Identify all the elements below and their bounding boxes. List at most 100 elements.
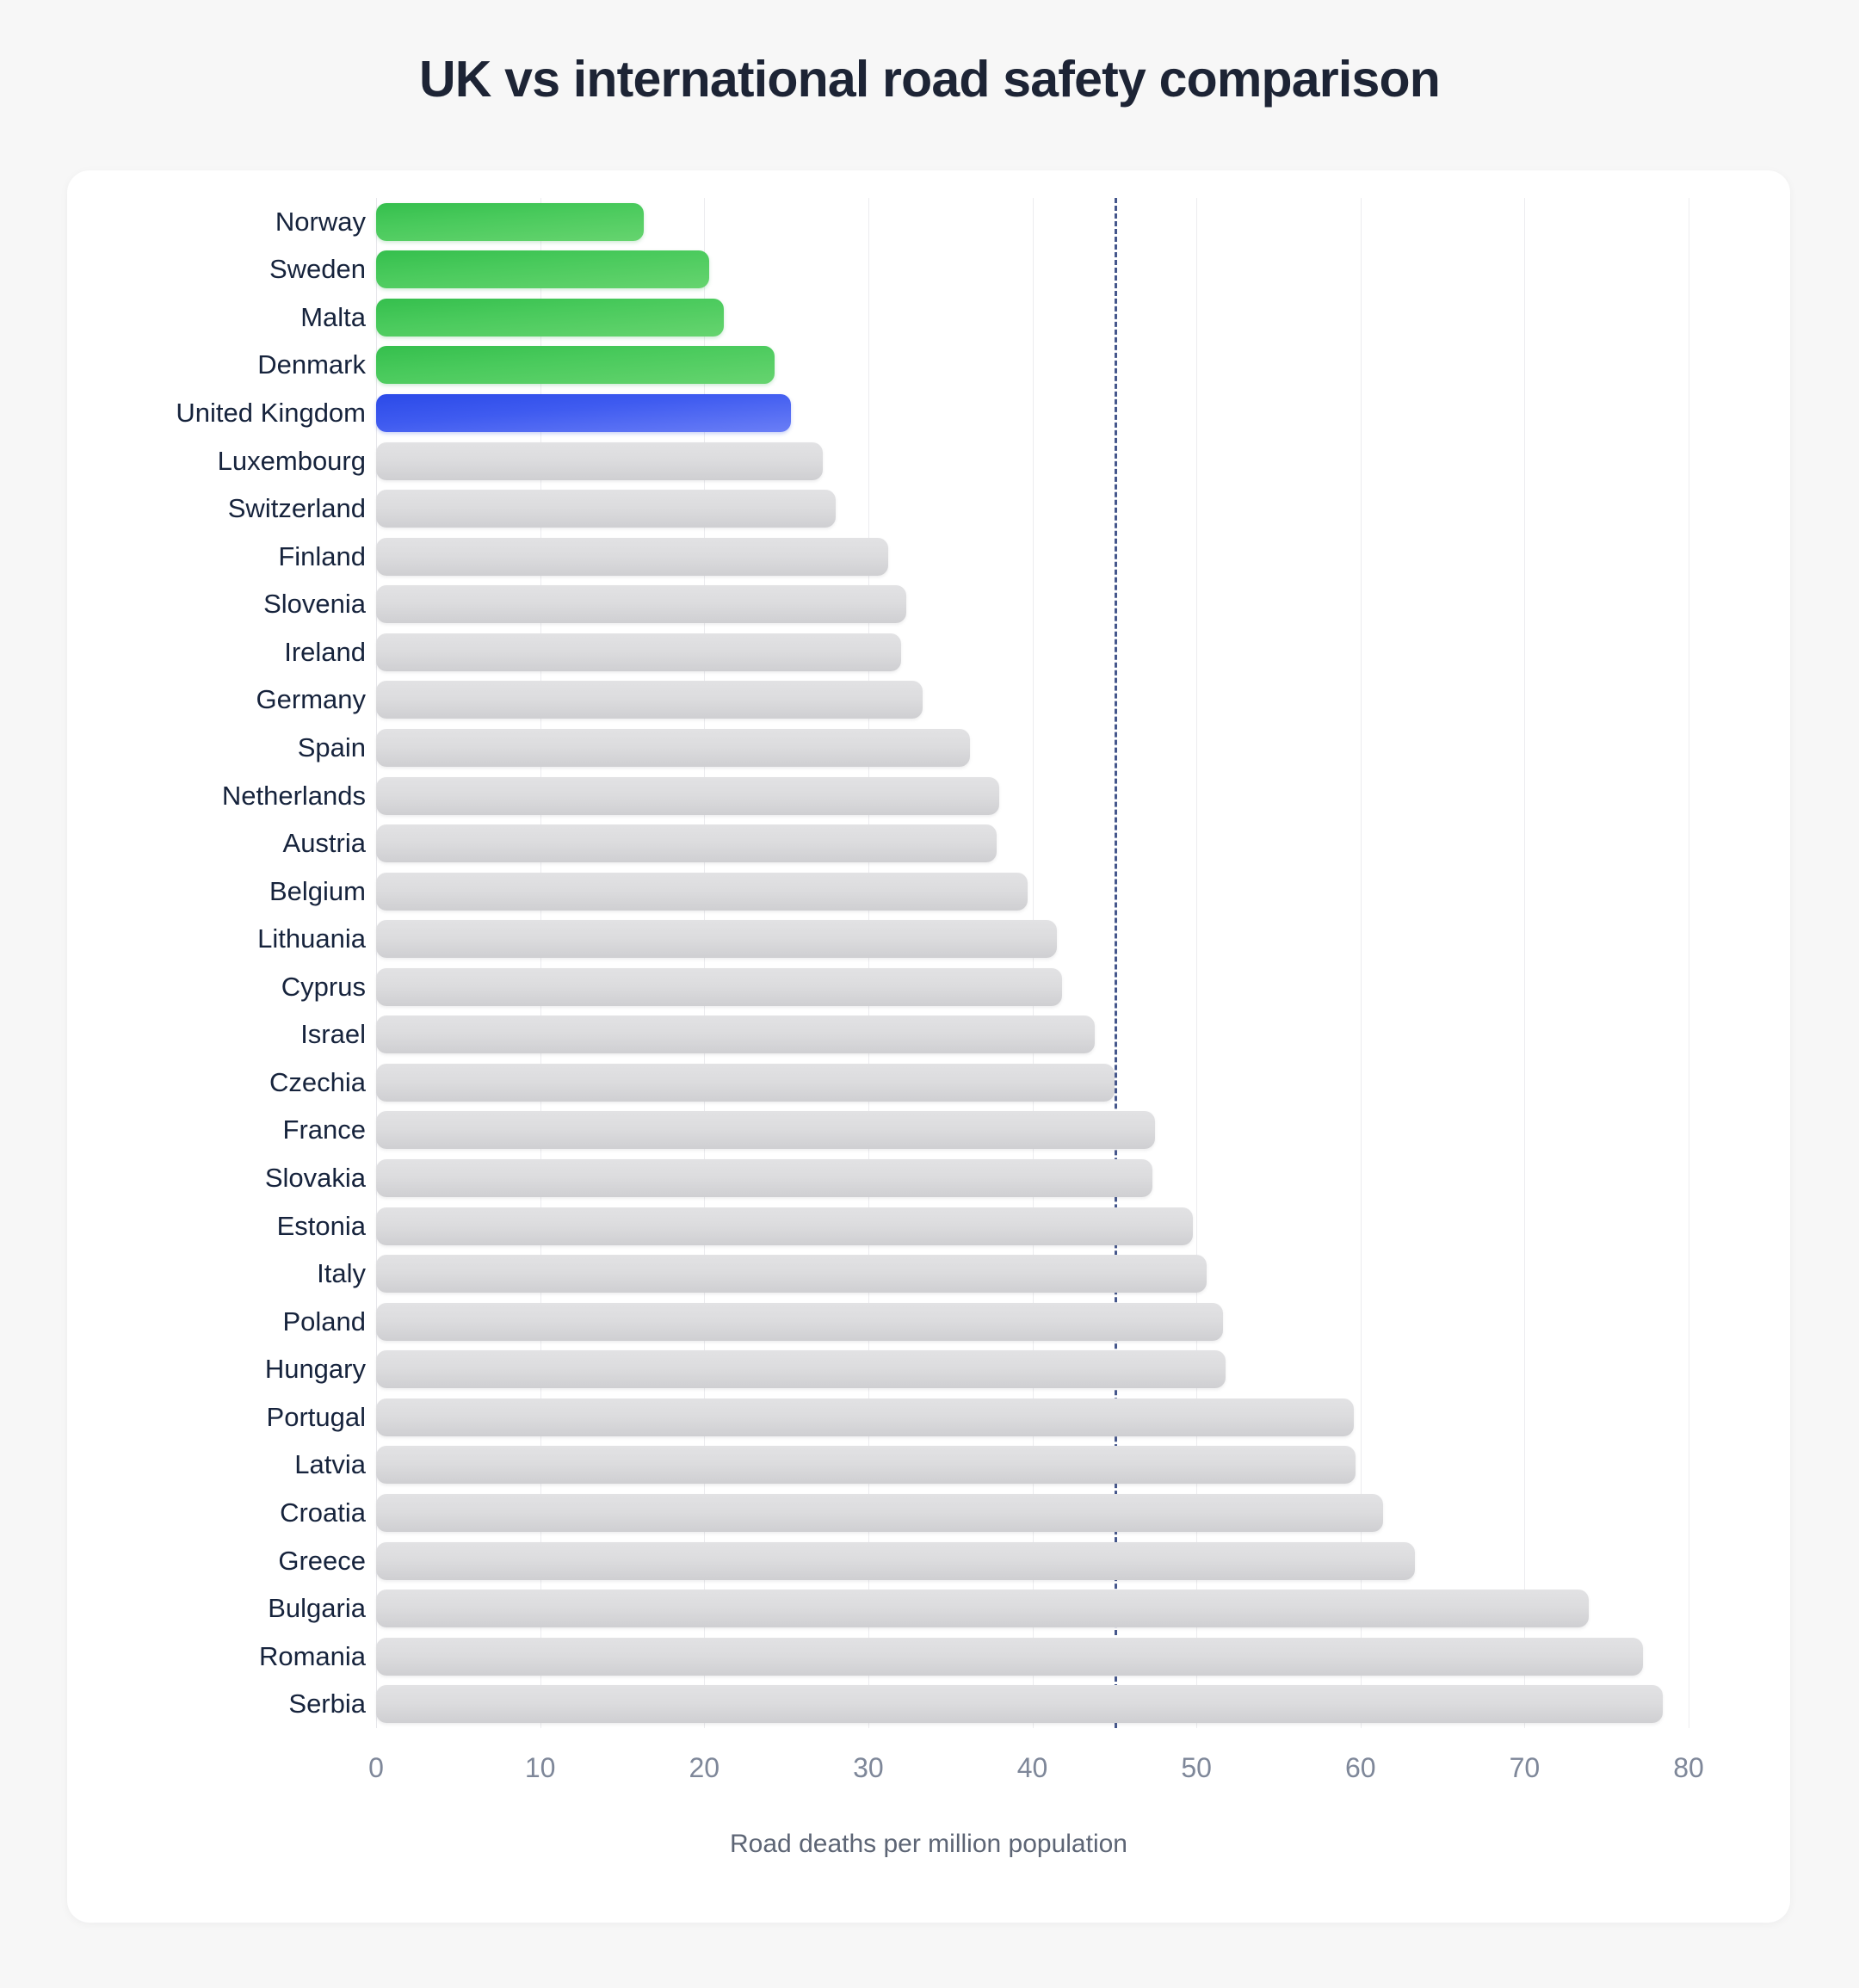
x-tick-label-0: 0: [368, 1752, 384, 1783]
bar-israel[interactable]: [376, 1016, 1095, 1054]
page-title: UK vs international road safety comparis…: [418, 51, 1441, 108]
gridline-60: [1360, 198, 1362, 1728]
bar-row: Greece: [278, 1541, 1689, 1580]
x-tick-label-30: 30: [853, 1752, 884, 1783]
bar-row: Finland: [278, 537, 1689, 576]
gridline-0: [376, 198, 377, 1728]
bar-slovakia[interactable]: [376, 1159, 1152, 1198]
bar-row: Italy: [317, 1255, 1689, 1293]
bar-france[interactable]: [376, 1111, 1156, 1150]
bar-norway[interactable]: [376, 202, 644, 241]
bar-rows: Norway Sweden Malta Denmark United Kingdom Lu…: [176, 198, 1689, 1728]
bar-row: Czechia: [269, 1063, 1689, 1102]
bar-row: United Kingdom: [176, 394, 1689, 433]
gridline-20: [704, 198, 706, 1728]
bar-switzerland[interactable]: [376, 490, 836, 528]
y-axis-label-austria: Austria: [282, 828, 366, 859]
x-tick-label-60: 60: [1344, 1752, 1376, 1783]
y-axis-label-croatia: Croatia: [280, 1497, 366, 1528]
reference-line: [1114, 198, 1117, 1728]
y-axis-label-luxembourg: Luxembourg: [217, 445, 366, 476]
bar-netherlands[interactable]: [376, 776, 1000, 815]
bar-denmark[interactable]: [376, 346, 775, 385]
bar-row: Slovakia: [265, 1159, 1689, 1198]
bar-row: Netherlands: [222, 776, 1689, 815]
y-axis-label-united-kingdom: United Kingdom: [176, 398, 366, 429]
bar-serbia[interactable]: [376, 1685, 1663, 1724]
bar-bulgaria[interactable]: [376, 1590, 1589, 1628]
bar-austria[interactable]: [376, 824, 997, 863]
y-axis-label-france: France: [282, 1114, 366, 1145]
x-tick-label-20: 20: [689, 1752, 720, 1783]
bar-row: Ireland: [284, 633, 1689, 671]
y-axis-label-sweden: Sweden: [269, 254, 366, 285]
gridline-50: [1196, 198, 1198, 1728]
y-axis-label-latvia: Latvia: [294, 1449, 366, 1480]
bar-romania[interactable]: [376, 1637, 1643, 1676]
bar-row: Estonia: [277, 1207, 1689, 1245]
gridline-70: [1524, 198, 1526, 1728]
bar-row: Germany: [256, 681, 1689, 719]
y-axis-label-lithuania: Lithuania: [257, 923, 366, 954]
y-axis-label-israel: Israel: [300, 1019, 366, 1050]
bar-portugal[interactable]: [376, 1398, 1355, 1436]
bar-row: Malta: [300, 298, 1689, 336]
bar-sweden[interactable]: [376, 250, 709, 289]
bar-row: Belgium: [269, 872, 1689, 911]
bar-italy[interactable]: [376, 1255, 1207, 1293]
bar-slovenia[interactable]: [376, 585, 906, 624]
bar-poland[interactable]: [376, 1302, 1223, 1341]
y-axis-label-romania: Romania: [258, 1640, 366, 1671]
gridline-40: [1032, 198, 1034, 1728]
bar-malta[interactable]: [376, 298, 725, 336]
bar-row: Bulgaria: [268, 1590, 1689, 1628]
bar-united-kingdom[interactable]: [376, 394, 792, 433]
bar-row: Hungary: [265, 1350, 1689, 1389]
bar-row: Latvia: [294, 1446, 1689, 1485]
bar-row: Switzerland: [228, 490, 1689, 528]
bar-row: Israel: [300, 1016, 1689, 1054]
x-tick-label-10: 10: [524, 1752, 556, 1783]
bar-estonia[interactable]: [376, 1207, 1194, 1245]
x-tick-label-70: 70: [1509, 1752, 1541, 1783]
bar-row: Austria: [283, 824, 1689, 863]
x-axis-ticks: 0 10 20 30 40 50 60 70 80: [368, 1752, 1704, 1804]
bar-lithuania[interactable]: [376, 920, 1058, 959]
bar-row: Lithuania: [257, 920, 1689, 959]
y-axis-label-cyprus: Cyprus: [281, 971, 366, 1002]
x-axis-title: Road deaths per million population: [730, 1830, 1127, 1858]
bar-ireland[interactable]: [376, 633, 901, 671]
y-axis-label-finland: Finland: [278, 540, 366, 571]
y-axis-label-hungary: Hungary: [264, 1354, 366, 1385]
bar-germany[interactable]: [376, 681, 923, 719]
bar-cyprus[interactable]: [376, 967, 1062, 1006]
bar-czechia[interactable]: [376, 1063, 1115, 1102]
bar-belgium[interactable]: [376, 872, 1028, 911]
y-axis-label-netherlands: Netherlands: [221, 780, 366, 811]
bar-croatia[interactable]: [376, 1493, 1384, 1532]
y-axis-label-poland: Poland: [282, 1306, 366, 1337]
x-tick-label-40: 40: [1016, 1752, 1048, 1783]
y-axis-label-switzerland: Switzerland: [227, 493, 366, 524]
y-axis-label-bulgaria: Bulgaria: [268, 1593, 366, 1624]
bar-row: Romania: [259, 1637, 1689, 1676]
bar-row: Cyprus: [281, 967, 1689, 1006]
bar-luxembourg[interactable]: [376, 441, 823, 480]
y-axis-label-italy: Italy: [317, 1258, 366, 1289]
bar-finland[interactable]: [376, 537, 888, 576]
chart-card: Norway Sweden Malta Denmark United Kingdom Lu…: [67, 170, 1790, 1923]
bar-latvia[interactable]: [376, 1446, 1356, 1485]
bar-greece[interactable]: [376, 1541, 1415, 1580]
bar-row: Spain: [298, 728, 1689, 767]
bar-row: Poland: [282, 1302, 1689, 1341]
y-axis-label-malta: Malta: [300, 301, 366, 332]
y-axis-label-portugal: Portugal: [266, 1401, 366, 1432]
bar-hungary[interactable]: [376, 1350, 1226, 1389]
y-axis-label-czechia: Czechia: [269, 1066, 366, 1097]
bar-row: Norway: [275, 202, 1689, 241]
plot-area: Norway Sweden Malta Denmark United Kingdom Lu…: [176, 198, 1689, 1728]
bar-row: Portugal: [267, 1398, 1689, 1436]
bar-spain[interactable]: [376, 728, 971, 767]
gridline-10: [540, 198, 541, 1728]
